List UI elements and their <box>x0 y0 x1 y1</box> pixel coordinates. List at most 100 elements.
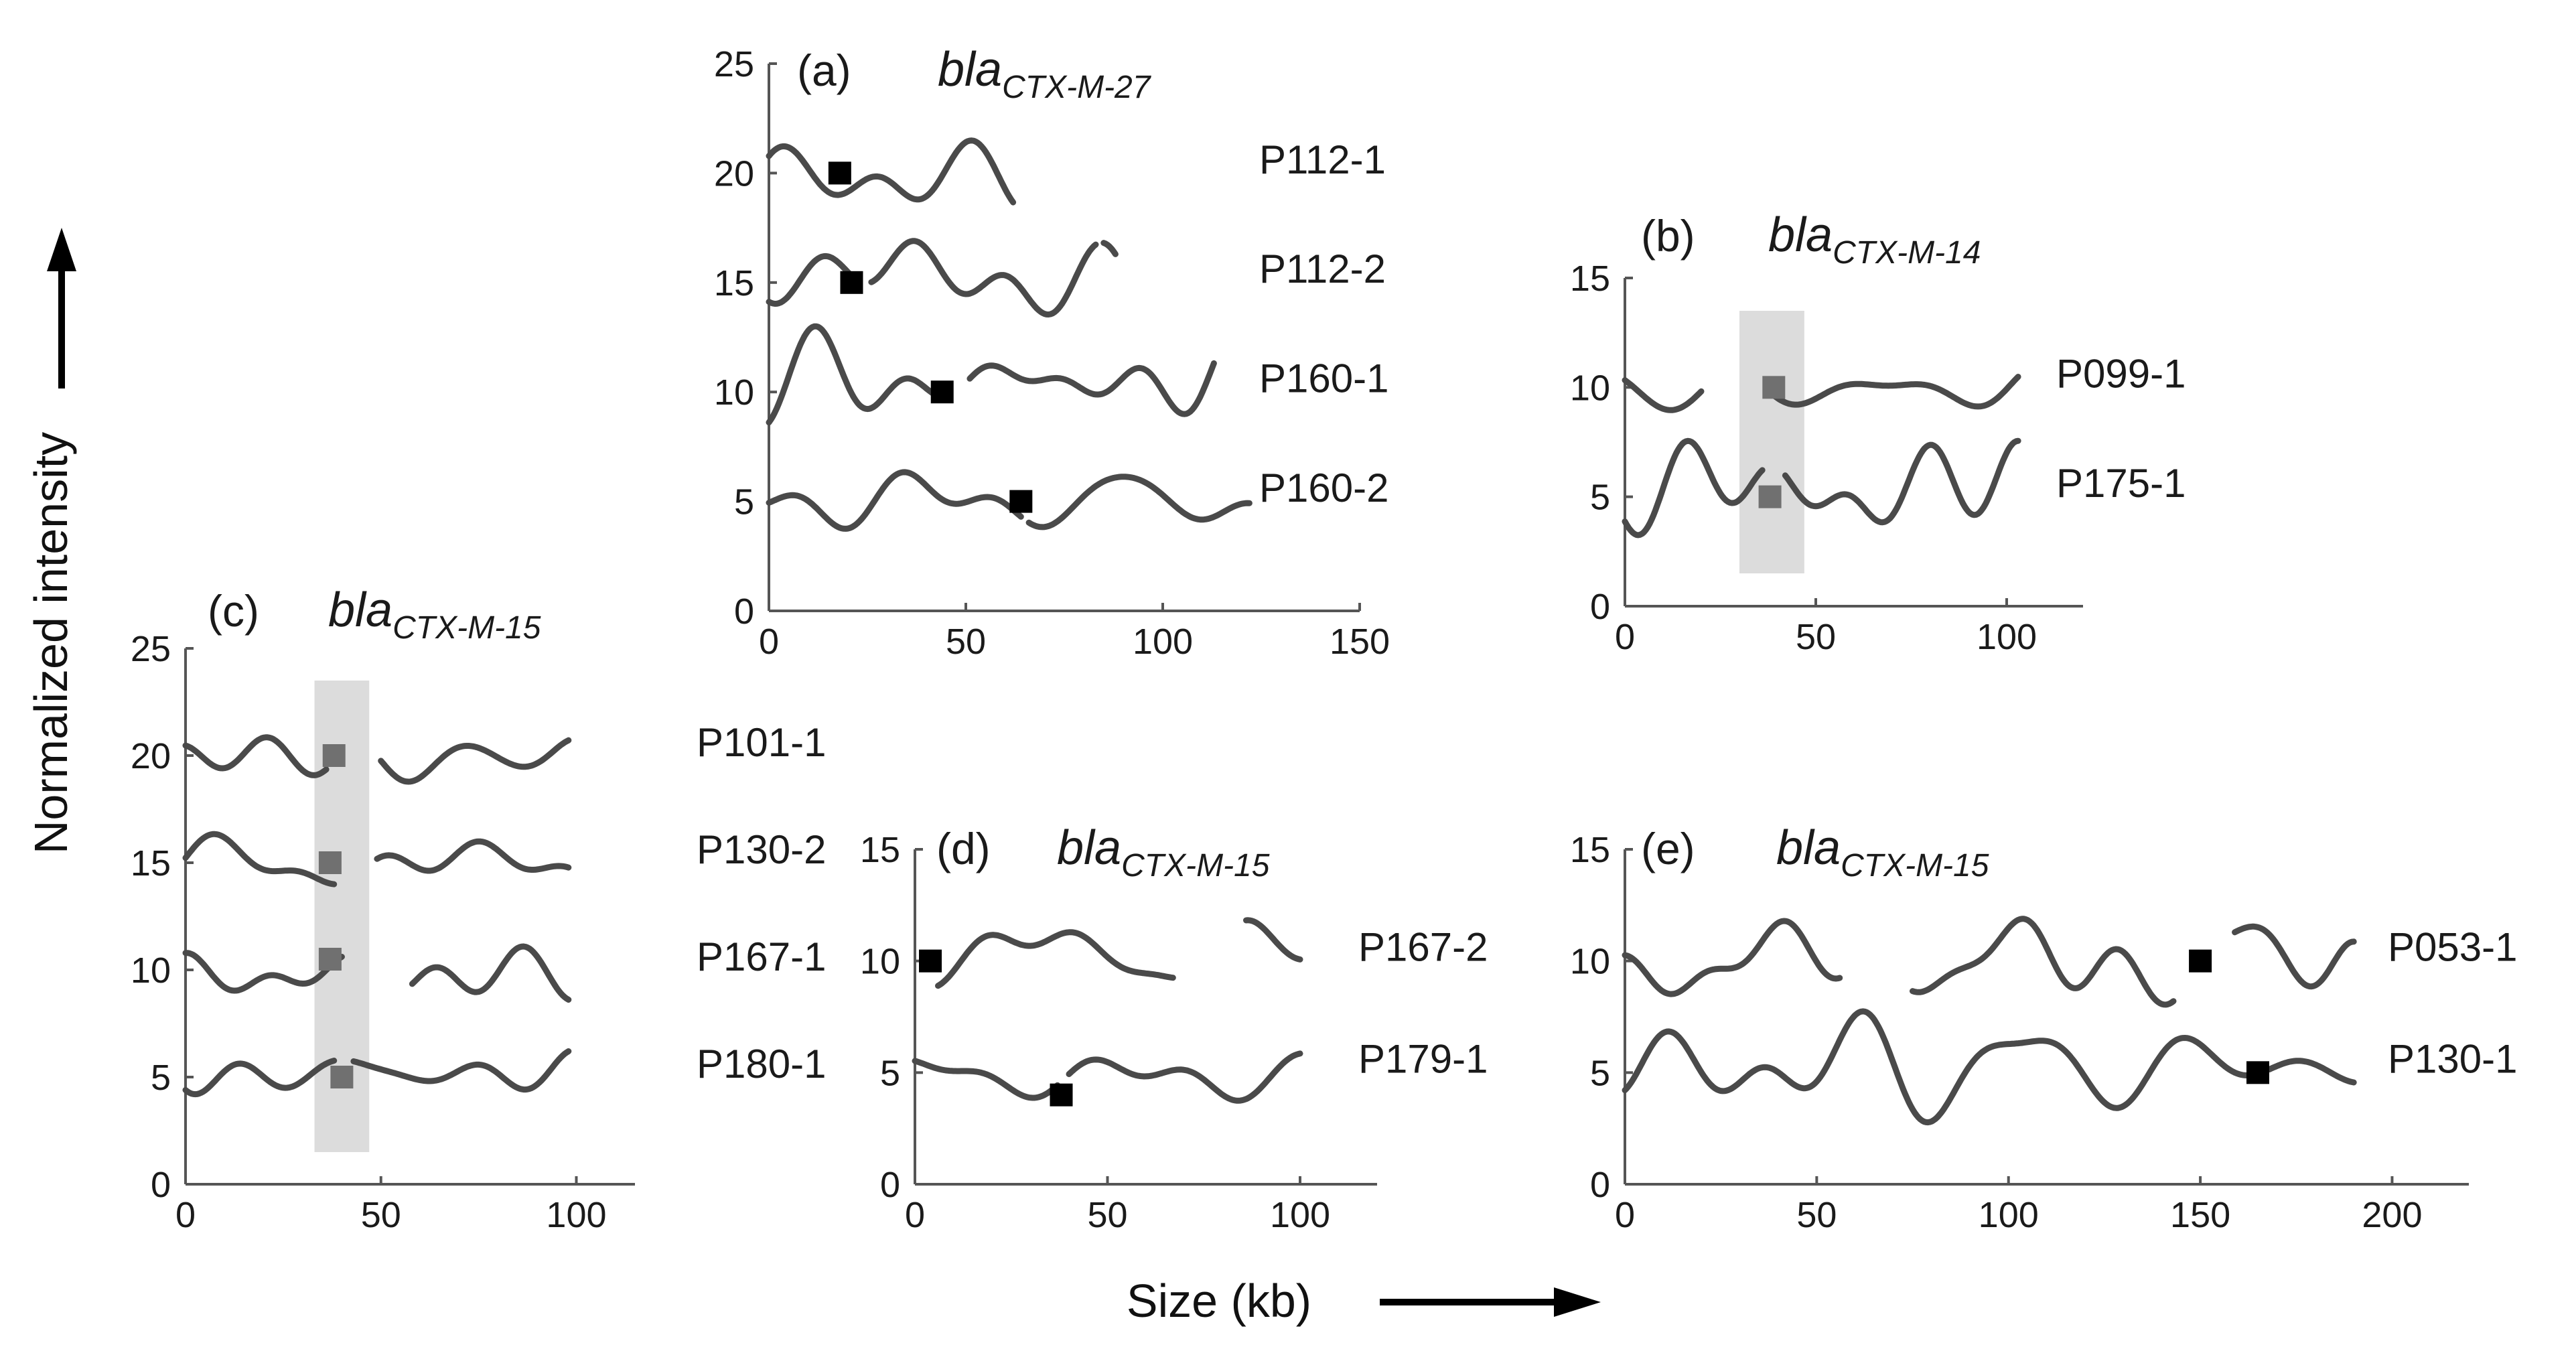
gene-label: blaCTX-M-15 <box>328 583 541 646</box>
panel-letter: (b) <box>1641 211 1695 261</box>
marker-P160-2 <box>1009 490 1033 513</box>
y-tick-label: 0 <box>151 1165 171 1205</box>
x-tick-label: 50 <box>946 622 986 662</box>
series-label: P130-1 <box>2388 1036 2517 1081</box>
marker-P179-1 <box>1050 1083 1073 1107</box>
y-tick-label: 15 <box>1570 830 1610 870</box>
series-label: P112-2 <box>1259 246 1386 291</box>
panel-e: 0 50 100 150 200 0 5 10 15 (e) blaCTX-M-15 P053-1 P1… <box>1570 821 2518 1235</box>
marker-P167-1 <box>318 948 342 971</box>
y-axis-label: Normalized intensity <box>25 432 77 854</box>
y-tick-label: 15 <box>860 830 900 870</box>
trace-P101-1 <box>182 734 572 785</box>
x-tick-label: 150 <box>2170 1195 2230 1235</box>
x-tick-label: 0 <box>175 1195 196 1235</box>
panel-b: 0 50 100 0 5 10 15 (b) blaCTX-M-14 P099-1 P175-1 <box>1570 208 2186 657</box>
trace-P160-2 <box>766 469 1253 532</box>
y-axis-arrow <box>47 228 76 388</box>
trace-P099-1 <box>1622 374 2021 413</box>
gene-label: blaCTX-M-15 <box>1776 821 1989 883</box>
trace-P180-1 <box>182 1048 572 1098</box>
x-tick-label: 50 <box>1796 1195 1837 1235</box>
series-label: P180-1 <box>697 1042 826 1086</box>
y-tick-label: 10 <box>860 942 900 982</box>
marker-P112-1 <box>828 161 851 185</box>
y-tick-label: 25 <box>131 629 171 669</box>
panel-letter: (c) <box>208 586 259 636</box>
series-label: P167-2 <box>1358 925 1488 970</box>
trace-P130-2 <box>182 831 572 888</box>
y-tick-label: 15 <box>714 263 754 303</box>
x-axis-arrow <box>1380 1287 1601 1317</box>
x-tick-label: 50 <box>1796 617 1836 657</box>
x-axis-label: Size (kb) <box>1127 1275 1311 1327</box>
gene-name: bla <box>1776 821 1841 875</box>
y-tick-label: 20 <box>131 736 171 776</box>
trace-P167-1 <box>182 943 572 1003</box>
marker-P130-1 <box>2246 1061 2269 1084</box>
x-tick-label: 100 <box>1133 622 1193 662</box>
panel-d: 0 50 100 0 5 10 15 (d) blaCTX-M-15 P167-2 P179-1 <box>860 821 1488 1235</box>
series-label: P053-1 <box>2388 925 2517 970</box>
y-tick-label: 0 <box>1590 1165 1610 1205</box>
panel-c: 0 50 100 0 5 10 15 20 25 (c) blaCTX-M-15 P101-1 P130… <box>131 583 827 1235</box>
x-tick-label: 100 <box>1977 617 2037 657</box>
y-tick-label: 20 <box>714 153 754 194</box>
gene-label: blaCTX-M-15 <box>1057 821 1270 883</box>
marker-P130-2 <box>318 851 342 874</box>
gene-subscript: CTX-M-15 <box>1121 848 1270 883</box>
trace-P112-1 <box>766 137 1017 206</box>
panel-letter: (e) <box>1641 824 1695 873</box>
series-label: P179-1 <box>1358 1036 1488 1081</box>
panel-letter: (a) <box>797 46 851 95</box>
gene-name: bla <box>1768 208 1833 262</box>
trace-P179-1 <box>912 1050 1303 1104</box>
gene-subscript: CTX-M-27 <box>1002 70 1152 105</box>
marker-P160-1 <box>930 380 954 404</box>
y-tick-label: 5 <box>151 1058 171 1098</box>
y-tick-label: 5 <box>734 482 754 522</box>
gene-subscript: CTX-M-15 <box>392 610 541 646</box>
x-tick-label: 50 <box>1087 1195 1127 1235</box>
x-tick-label: 0 <box>759 622 779 662</box>
trace-P160-1 <box>766 323 1217 426</box>
y-tick-label: 5 <box>1590 1053 1610 1093</box>
series-label: P160-1 <box>1259 356 1388 401</box>
marker-P099-1 <box>1762 376 1786 399</box>
y-tick-label: 15 <box>1570 259 1610 299</box>
panel-a: 0 50 100 150 0 5 10 15 20 25 (a) blaCTX-M-27 P112-1 P… <box>714 43 1390 662</box>
x-tick-label: 0 <box>905 1195 925 1235</box>
series-label: P160-2 <box>1259 466 1388 510</box>
x-tick-label: 50 <box>361 1195 401 1235</box>
gene-name: bla <box>938 43 1002 96</box>
gene-subscript: CTX-M-14 <box>1833 235 1981 271</box>
gene-label: blaCTX-M-14 <box>1768 208 1981 271</box>
gene-subscript: CTX-M-15 <box>1841 848 1989 883</box>
y-tick-label: 0 <box>1590 587 1610 627</box>
series-label: P167-1 <box>697 934 826 979</box>
trace-P167-2 <box>935 917 1303 989</box>
y-tick-label: 10 <box>131 950 171 991</box>
trace-P175-1 <box>1622 437 2021 539</box>
y-tick-label: 10 <box>714 372 754 413</box>
marker-P175-1 <box>1758 485 1782 508</box>
y-tick-label: 15 <box>131 843 171 883</box>
x-tick-label: 150 <box>1330 622 1390 662</box>
marker-P112-2 <box>840 271 863 294</box>
series-label: P175-1 <box>2056 461 2186 506</box>
x-tick-label: 100 <box>1979 1195 2039 1235</box>
y-tick-label: 5 <box>1590 478 1610 518</box>
marker-P167-2 <box>919 949 942 973</box>
y-tick-label: 5 <box>880 1053 900 1093</box>
series-label: P101-1 <box>697 720 826 765</box>
x-tick-label: 0 <box>1615 1195 1635 1235</box>
gene-label: blaCTX-M-27 <box>938 43 1152 105</box>
series-label: P130-2 <box>697 827 826 872</box>
gene-name: bla <box>1057 821 1121 875</box>
y-tick-label: 0 <box>880 1165 900 1205</box>
marker-P180-1 <box>330 1066 354 1088</box>
marker-P101-1 <box>322 744 346 767</box>
trace-P053-1 <box>1622 916 2357 1008</box>
x-tick-label: 200 <box>2362 1195 2422 1235</box>
